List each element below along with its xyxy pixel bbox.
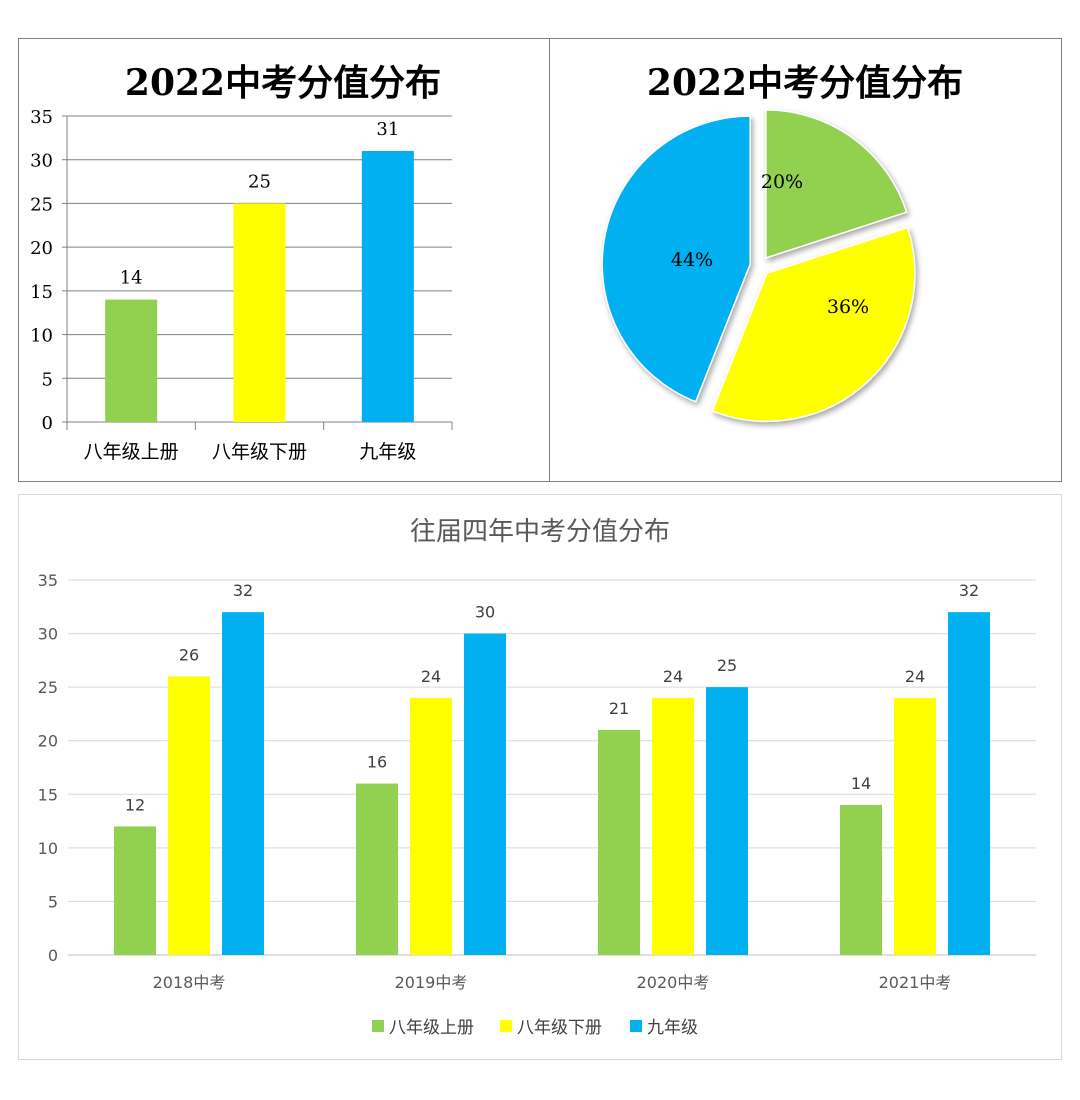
- history-bar-chart-bar: [894, 697, 936, 955]
- bar-chart-2022-bar: [233, 203, 286, 422]
- history-bar-chart-legend: 八年级上册 八年级下册 九年级: [372, 1018, 698, 1038]
- bar-chart-2022-data-label: 25: [248, 171, 271, 192]
- pie-chart-2022: 2022中考分值分布 20% 36% 44%: [601, 62, 963, 423]
- history-bar-chart: 往届四年中考分值分布 0 5 10 15 20 25 30 35 12 26 32 16 24 30 21…: [38, 517, 1036, 1038]
- pie-chart-2022-data-labels: 20% 36% 44%: [671, 171, 869, 318]
- pie-chart-2022-title: 2022中考分值分布: [647, 62, 963, 104]
- history-bar-chart-bar: [222, 612, 264, 955]
- history-bar-chart-y-tick-label: 5: [48, 892, 58, 911]
- history-bar-chart-bar: [840, 805, 882, 955]
- history-bar-chart-data-labels: 12 26 32 16 24 30 21 24 25 14 24 32: [125, 581, 979, 814]
- history-bar-chart-legend-label: 八年级上册: [389, 1018, 474, 1038]
- history-bar-chart-data-label: 26: [179, 645, 199, 664]
- history-bar-chart-bar: [356, 783, 398, 955]
- history-bar-chart-bars: [114, 612, 990, 955]
- bar-chart-2022-y-tick-label: 30: [30, 151, 53, 172]
- history-bar-chart-bar: [464, 633, 506, 955]
- history-bar-chart-bar: [168, 676, 210, 955]
- history-bar-chart-category-label: 2021中考: [879, 973, 952, 992]
- pie-chart-2022-data-label: 36%: [827, 296, 869, 318]
- history-bar-chart-bar: [652, 697, 694, 955]
- pie-chart-2022-slice: [711, 226, 916, 423]
- bar-chart-2022-y-tick-label: 15: [30, 282, 53, 303]
- history-bar-chart-legend-swatch: [372, 1020, 384, 1032]
- history-bar-chart-data-label: 14: [851, 774, 871, 793]
- history-bar-chart-grid: [68, 579, 1036, 956]
- bar-chart-2022-data-labels: 14 25 31: [120, 119, 400, 289]
- history-bar-chart-y-tick-label: 25: [38, 678, 58, 697]
- bar-chart-2022-data-label: 31: [376, 119, 399, 140]
- history-bar-chart-legend-swatch: [500, 1020, 512, 1032]
- history-bar-chart-category-label: 2018中考: [153, 973, 226, 992]
- history-bar-chart-data-label: 24: [905, 667, 925, 686]
- history-bar-chart-category-label: 2020中考: [637, 973, 710, 992]
- history-bar-chart-data-label: 12: [125, 795, 145, 814]
- history-bar-chart-legend-swatch: [630, 1020, 642, 1032]
- history-bar-chart-y-tick-label: 30: [38, 625, 58, 644]
- history-bar-chart-x-axis: 2018中考 2019中考 2020中考 2021中考: [153, 973, 952, 992]
- history-bar-chart-bar: [948, 612, 990, 955]
- history-bar-chart-category-label: 2019中考: [395, 973, 468, 992]
- bar-chart-2022-category-label: 八年级下册: [212, 441, 307, 463]
- history-bar-chart-legend-label: 八年级下册: [517, 1018, 602, 1038]
- history-bar-chart-bar: [410, 697, 452, 955]
- history-bar-chart-data-label: 30: [475, 603, 495, 622]
- pie-chart-2022-slice: [601, 115, 751, 403]
- history-bar-chart-data-label: 24: [663, 667, 683, 686]
- pie-chart-2022-data-label: 20%: [761, 171, 803, 193]
- history-bar-chart-y-tick-label: 15: [38, 785, 58, 804]
- bar-chart-2022-y-tick-label: 25: [30, 194, 53, 215]
- history-bar-chart-y-tick-label: 0: [48, 946, 58, 965]
- bar-chart-2022-y-tick-label: 10: [30, 326, 53, 347]
- history-bar-chart-y-tick-label: 10: [38, 839, 58, 858]
- history-bar-chart-data-label: 16: [367, 753, 387, 772]
- bar-chart-2022-bar: [361, 150, 414, 422]
- history-bar-chart-data-label: 24: [421, 667, 441, 686]
- pie-chart-2022-data-label: 44%: [671, 249, 713, 271]
- history-bar-chart-data-label: 32: [233, 581, 253, 600]
- top-charts-divider: [549, 38, 550, 482]
- bar-chart-2022-title: 2022中考分值分布: [125, 62, 441, 104]
- history-bar-chart-legend-label: 九年级: [647, 1018, 698, 1038]
- bar-chart-2022-y-tick-label: 0: [42, 413, 53, 434]
- history-bar-chart-data-label: 32: [959, 581, 979, 600]
- bar-chart-2022-x-axis: 八年级上册 八年级下册 九年级: [84, 441, 417, 463]
- pie-chart-2022-slice: [765, 109, 908, 259]
- bar-chart-2022-category-label: 九年级: [359, 441, 416, 463]
- history-bar-chart-bar: [114, 826, 156, 955]
- history-bar-chart-y-tick-label: 35: [38, 571, 58, 590]
- history-bar-chart-y-axis: 0 5 10 15 20 25 30 35: [38, 571, 58, 965]
- bar-chart-2022-y-axis: 0 5 10 15 20 25 30 35: [30, 107, 53, 434]
- history-bar-chart-title: 往届四年中考分值分布: [410, 517, 670, 547]
- bar-chart-2022-bar: [105, 299, 158, 422]
- history-bar-chart-bar: [706, 687, 748, 955]
- pie-chart-2022-slices: [601, 109, 916, 423]
- history-bar-chart-data-label: 21: [609, 699, 629, 718]
- bar-chart-2022-y-tick-label: 20: [30, 238, 53, 259]
- bar-chart-2022-category-label: 八年级上册: [84, 441, 179, 463]
- bar-chart-2022-y-tick-label: 35: [30, 107, 53, 128]
- history-bar-chart-bar: [598, 730, 640, 955]
- bar-chart-2022-bars: [105, 150, 414, 422]
- bar-chart-2022-data-label: 14: [120, 268, 143, 289]
- history-bar-chart-data-label: 25: [717, 656, 737, 675]
- history-bar-chart-y-tick-label: 20: [38, 732, 58, 751]
- bar-chart-2022-y-tick-label: 5: [42, 369, 53, 390]
